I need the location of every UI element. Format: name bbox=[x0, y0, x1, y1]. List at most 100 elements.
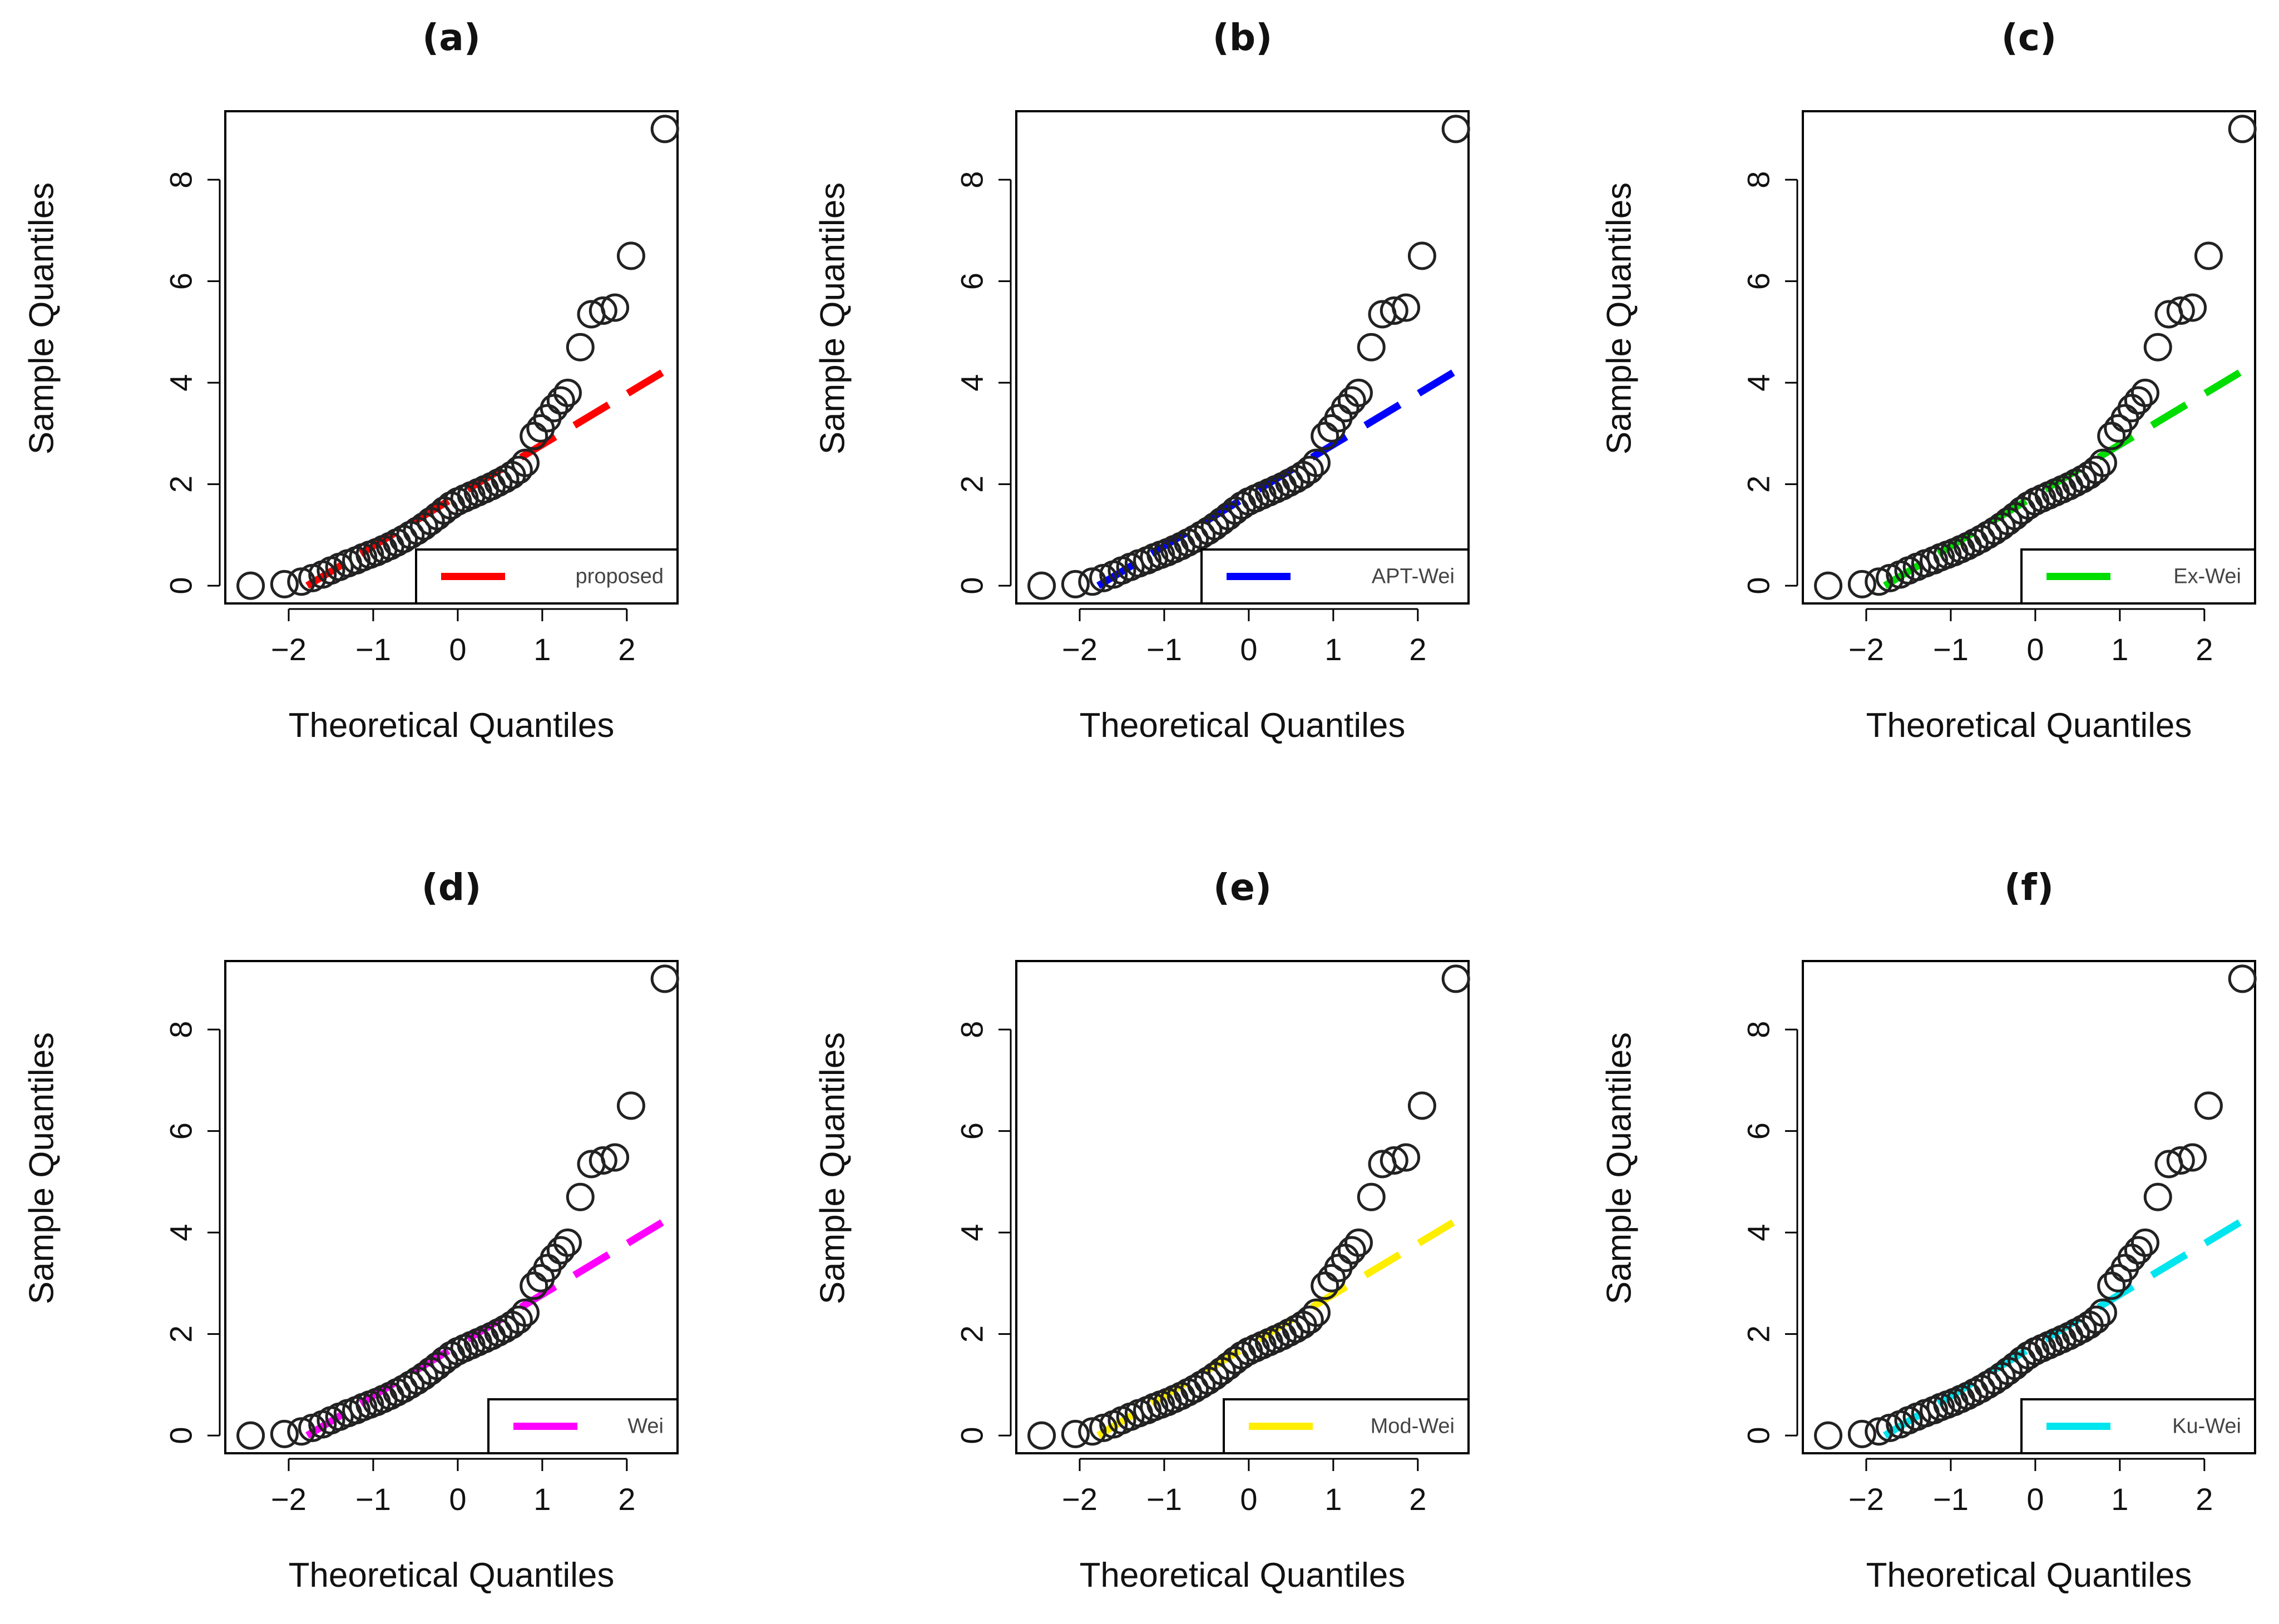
qq-point bbox=[2082, 1305, 2110, 1334]
qq-point bbox=[2228, 964, 2257, 993]
qq-point bbox=[1078, 1417, 1107, 1446]
x-axis-label: Theoretical Quantiles bbox=[1866, 1556, 2192, 1595]
x-tick-label: −2 bbox=[1062, 632, 1098, 667]
qq-panel-b: (b) −2 −1 0 1 2 0 2 4 6 8 Theoretical Quantiles Samp… bbox=[814, 16, 1470, 745]
x-axis-label: Theoretical Quantiles bbox=[1866, 706, 2192, 745]
x-tick-label: 1 bbox=[533, 632, 551, 667]
y-tick-label: 0 bbox=[1741, 577, 1776, 594]
qq-point bbox=[1814, 1421, 1843, 1450]
y-tick-label: 8 bbox=[955, 171, 990, 189]
y-tick-label: 8 bbox=[1741, 171, 1776, 189]
legend-box bbox=[1200, 548, 1470, 605]
y-tick-label: 2 bbox=[1741, 476, 1776, 493]
qq-point bbox=[520, 422, 548, 450]
qq-point bbox=[553, 1228, 582, 1257]
qq-point bbox=[2124, 1236, 2153, 1265]
y-axis-label: Sample Quantiles bbox=[23, 1032, 61, 1304]
y-tick-label: 0 bbox=[164, 577, 199, 594]
qq-point bbox=[270, 570, 299, 598]
qq-point bbox=[1865, 567, 1894, 596]
plot-frame bbox=[224, 960, 679, 1454]
y-tick-label: 4 bbox=[955, 1224, 990, 1241]
y-tick-label: 2 bbox=[1741, 1325, 1776, 1343]
qq-point bbox=[287, 1417, 316, 1446]
y-tick-label: 2 bbox=[955, 476, 990, 493]
qq-point bbox=[270, 1419, 299, 1448]
x-tick-label: −1 bbox=[355, 1482, 391, 1517]
qq-point bbox=[1302, 1298, 1331, 1327]
x-tick-label: 0 bbox=[449, 632, 466, 667]
x-tick-label: −1 bbox=[1933, 1482, 1969, 1517]
qq-point bbox=[601, 293, 630, 322]
panel-title: (b) bbox=[1213, 16, 1273, 59]
qq-point bbox=[1967, 1374, 1996, 1403]
qq-point bbox=[389, 1374, 418, 1403]
qq-point bbox=[1407, 1091, 1436, 1120]
qq-point bbox=[511, 1298, 540, 1327]
qq-point bbox=[1380, 296, 1408, 325]
qq-point bbox=[1847, 570, 1876, 598]
panel-title: (e) bbox=[1213, 866, 1272, 909]
qq-point bbox=[1392, 293, 1421, 322]
qq-point bbox=[1311, 1271, 1339, 1300]
x-tick-label: 0 bbox=[1240, 1482, 1257, 1517]
qq-point bbox=[520, 1271, 548, 1300]
y-tick-label: 8 bbox=[164, 1021, 199, 1038]
qq-panel-e: (e) −2 −1 0 1 2 0 2 4 6 8 Theoretical Quantiles Samp… bbox=[814, 866, 1470, 1595]
y-axis-label: Sample Quantiles bbox=[814, 182, 852, 454]
plot-frame bbox=[1802, 960, 2256, 1454]
qq-point bbox=[1061, 570, 1090, 598]
qq-point bbox=[1380, 1146, 1408, 1175]
x-tick-label: −1 bbox=[1146, 632, 1182, 667]
y-tick-label: 6 bbox=[955, 1122, 990, 1140]
y-tick-label: 6 bbox=[164, 1122, 199, 1140]
x-tick-label: −1 bbox=[1146, 1482, 1182, 1517]
x-tick-label: −2 bbox=[1062, 1482, 1098, 1517]
x-axis-label: Theoretical Quantiles bbox=[1080, 1556, 1406, 1595]
qq-point bbox=[1392, 1143, 1421, 1172]
qq-point bbox=[2194, 241, 2223, 270]
x-tick-label: 1 bbox=[533, 1482, 551, 1517]
qq-panel-c: (c) −2 −1 0 1 2 0 2 4 6 8 Theoretical Quantiles Samp… bbox=[1600, 16, 2257, 745]
qq-point bbox=[2088, 448, 2117, 477]
panel-title: (d) bbox=[422, 866, 482, 909]
qq-point bbox=[1344, 378, 1373, 407]
qq-point bbox=[546, 1236, 575, 1265]
qq-point bbox=[1337, 1236, 1366, 1265]
qq-point bbox=[1311, 422, 1339, 450]
y-axis-label: Sample Quantiles bbox=[1600, 1032, 1639, 1304]
legend-label: APT-Wei bbox=[1372, 565, 1455, 588]
y-tick-label: 4 bbox=[1741, 374, 1776, 392]
qq-point bbox=[236, 1421, 265, 1450]
plot-frame bbox=[1802, 110, 2256, 605]
qq-point bbox=[553, 378, 582, 407]
panel-title: (c) bbox=[2001, 16, 2056, 59]
x-axis-label: Theoretical Quantiles bbox=[289, 1556, 615, 1595]
qq-point bbox=[1847, 1419, 1876, 1448]
y-tick-label: 6 bbox=[164, 273, 199, 290]
qq-point bbox=[566, 1182, 595, 1211]
qq-point bbox=[1407, 241, 1436, 270]
qq-point bbox=[236, 571, 265, 600]
y-tick-label: 4 bbox=[164, 374, 199, 392]
panel-title: (a) bbox=[422, 16, 481, 59]
qq-point bbox=[2130, 378, 2159, 407]
qq-point bbox=[1344, 1228, 1373, 1257]
qq-point bbox=[1027, 571, 1056, 600]
qq-point bbox=[2194, 1091, 2223, 1120]
legend-label: Ku-Wei bbox=[2172, 1415, 2241, 1438]
qq-point bbox=[601, 1143, 630, 1172]
qq-point bbox=[1180, 524, 1209, 553]
qq-point bbox=[1180, 1374, 1209, 1403]
qq-point bbox=[589, 1146, 617, 1175]
y-tick-label: 8 bbox=[1741, 1021, 1776, 1038]
qq-point bbox=[504, 1305, 533, 1334]
x-tick-label: 0 bbox=[2026, 632, 2044, 667]
qq-point bbox=[1357, 333, 1386, 362]
qq-point bbox=[2228, 115, 2257, 143]
x-tick-label: 0 bbox=[1240, 632, 1257, 667]
y-tick-label: 2 bbox=[955, 1325, 990, 1343]
qq-point bbox=[2178, 293, 2207, 322]
qq-point bbox=[1337, 386, 1366, 415]
